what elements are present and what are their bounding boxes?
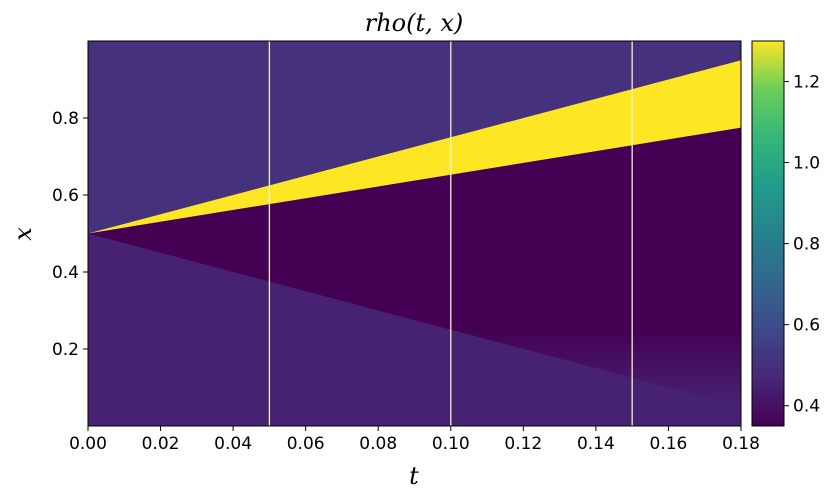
colorbar-ticks: 0.4 0.6 0.8 1.0 1.2	[784, 73, 820, 417]
colorbar-tick-label: 0.4	[793, 397, 820, 417]
y-tick-label: 0.2	[52, 340, 79, 360]
x-tick-label: 0.06	[287, 434, 325, 454]
x-tick-label: 0.00	[69, 434, 107, 454]
colorbar-tick-label: 1.0	[793, 154, 820, 174]
x-axis-label: t	[409, 462, 419, 490]
middle-state-region	[88, 127, 741, 330]
x-tick-label: 0.10	[432, 434, 470, 454]
x-tick-label: 0.08	[359, 434, 397, 454]
x-tick-label: 0.14	[577, 434, 615, 454]
chart-title: rho(t, x)	[365, 9, 464, 37]
shock-band	[88, 60, 741, 234]
colorbar-tick-label: 0.6	[793, 316, 820, 336]
x-tick-label: 0.16	[650, 434, 688, 454]
y-tick-label: 0.6	[52, 186, 79, 206]
x-axis: 0.00 0.02 0.04 0.06 0.08 0.10 0.12 0.14 0.16 0.18	[69, 426, 760, 454]
colorbar-tick-label: 0.8	[793, 235, 820, 255]
x-tick-label: 0.18	[722, 434, 760, 454]
x-tick-label: 0.02	[142, 434, 180, 454]
plot-area	[88, 41, 741, 426]
y-tick-label: 0.4	[52, 263, 79, 283]
x-tick-label: 0.12	[504, 434, 542, 454]
y-tick-label: 0.8	[52, 109, 79, 129]
plot-frame	[87, 40, 742, 427]
y-axis-label: x	[9, 227, 37, 241]
colorbar	[751, 40, 785, 427]
x-tick-label: 0.04	[214, 434, 252, 454]
y-axis: 0.2 0.4 0.6 0.8	[52, 109, 88, 360]
colorbar-tick-label: 1.2	[793, 73, 820, 93]
